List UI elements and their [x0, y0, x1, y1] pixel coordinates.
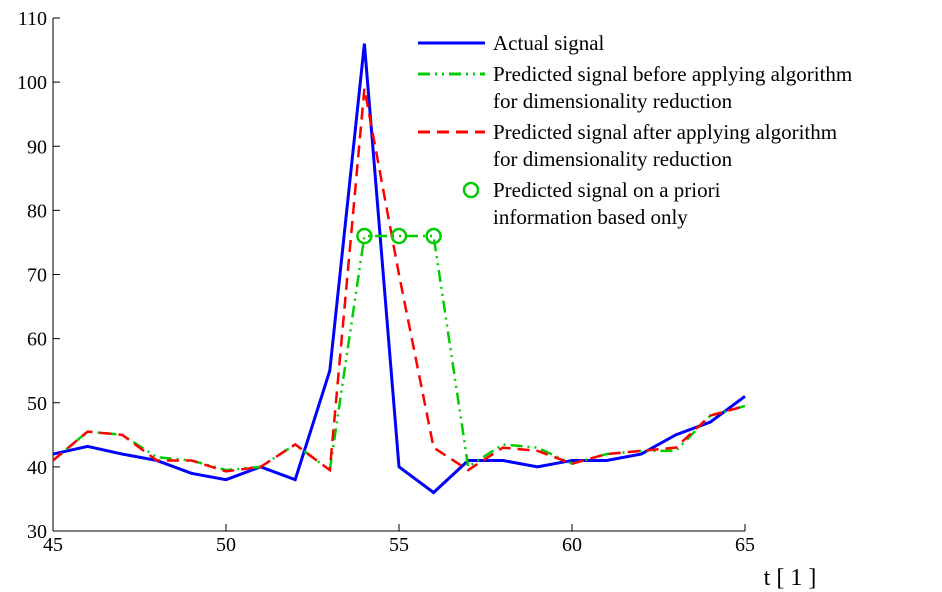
- marker: [425, 227, 442, 245]
- marker: [356, 227, 373, 245]
- legend-label: Predicted signal before applying algorit…: [493, 62, 853, 113]
- x-tick-label: 45: [43, 534, 63, 556]
- legend-marker: [462, 181, 480, 199]
- y-tick-label: 30: [27, 521, 47, 543]
- y-tick-label: 60: [27, 329, 47, 351]
- x-tick-label: 50: [216, 534, 236, 556]
- y-tick-label: 80: [27, 200, 47, 222]
- y-tick-label: 70: [27, 265, 47, 287]
- legend-label: Predicted signal on a priori information…: [493, 178, 721, 229]
- legend-label: Actual signal: [493, 31, 605, 55]
- y-tick-label: 40: [27, 457, 47, 479]
- x-axis-label: t [ 1 ]: [764, 565, 817, 591]
- marker: [390, 227, 408, 245]
- series-line: [52, 88, 746, 473]
- x-tick-label: 60: [562, 534, 582, 556]
- y-tick-label: 110: [18, 8, 47, 30]
- x-tick-label: 55: [389, 534, 409, 556]
- series-line: [52, 43, 746, 495]
- x-tick-label: 65: [735, 534, 755, 556]
- y-tick-label: 90: [27, 136, 47, 158]
- y-tick-label: 50: [27, 393, 47, 415]
- legend-label: Predicted signal after applying algorith…: [493, 120, 838, 171]
- y-tick-label: 100: [17, 72, 47, 94]
